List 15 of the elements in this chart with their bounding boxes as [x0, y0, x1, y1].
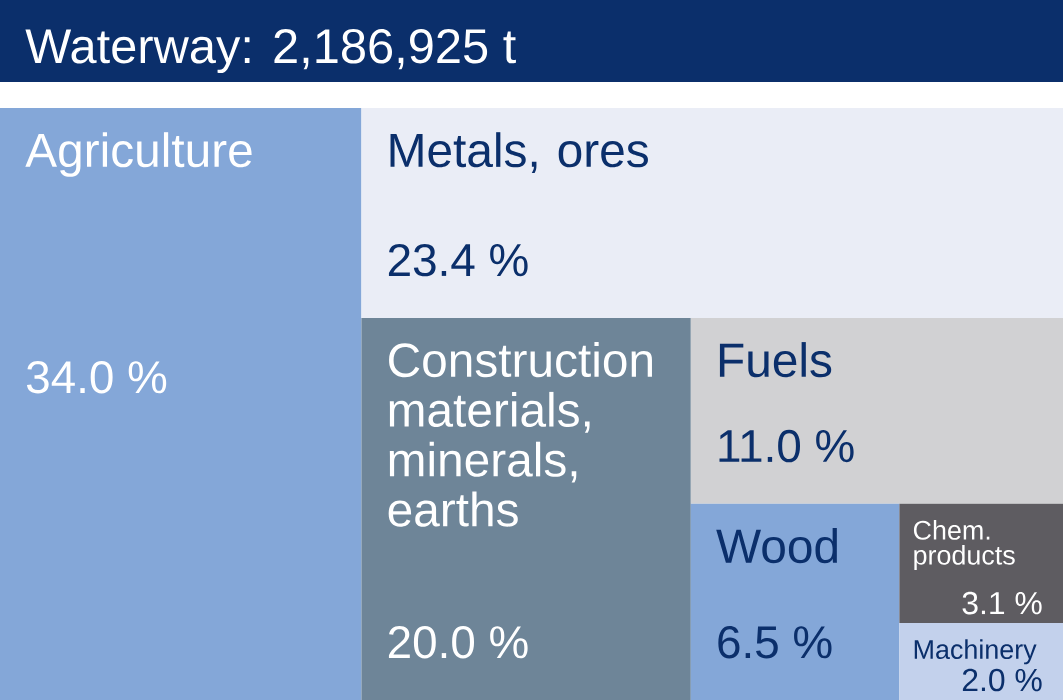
data-label: 20.0 %	[388, 626, 528, 659]
data-label: 2.0 %	[962, 668, 1042, 692]
category-label: Construction materials, minerals, earths	[388, 342, 652, 527]
category-label: Metals, ores	[390, 132, 648, 173]
data-label: 23.4 %	[388, 243, 528, 277]
category-label: Agriculture	[25, 132, 252, 177]
category-label: Fuels	[719, 342, 832, 378]
data-label: 3.1 %	[962, 591, 1042, 615]
text: Waterway: 2,186,925 t	[25, 28, 516, 74]
category-label: Wood	[716, 528, 837, 564]
data-label: 6.5 %	[718, 626, 832, 659]
category-label: Machinery	[914, 639, 1037, 665]
data-label: 34.0 %	[26, 361, 167, 394]
category-label: Chem. products	[913, 520, 1015, 571]
data-label: 11.0 %	[719, 429, 854, 463]
